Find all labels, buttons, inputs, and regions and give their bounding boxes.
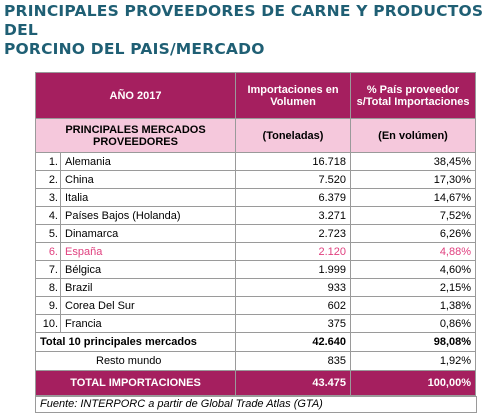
table-cell: 42.640 xyxy=(235,332,352,352)
table-cell: 1,92% xyxy=(350,351,477,371)
table-cell: 1,38% xyxy=(350,296,477,315)
table-cell: 9. xyxy=(35,296,61,315)
table-row: 5. Dinamarca 2.723 6,26% xyxy=(35,224,477,243)
table-cell: TOTAL IMPORTACIONES xyxy=(34,370,237,396)
table-cell: AÑO 2017 xyxy=(34,72,237,119)
table-row: 4. Países Bajos (Holanda) 3.271 7,52% xyxy=(35,206,477,225)
table-cell: (Toneladas) xyxy=(235,118,352,153)
table-cell: 16.718 xyxy=(235,152,352,171)
table-row: Total 10 principales mercados 42.640 98,08… xyxy=(34,332,477,352)
source-note: Fuente: INTERPORC a partir de Global Tra… xyxy=(35,396,477,413)
table-row: 7. Bélgica 1.999 4,60% xyxy=(35,260,477,279)
table-cell: 100,00% xyxy=(350,370,477,396)
title: PRINCIPALES PROVEEDORES DE CARNE Y PRODU… xyxy=(4,2,500,59)
table-cell: Alemania xyxy=(59,152,237,171)
table-cell: 602 xyxy=(235,296,352,315)
table-row: PRINCIPALES MERCADOS PROVEEDORES (Tonelad… xyxy=(34,118,477,153)
data-table: AÑO 2017 Importaciones en Volumen% País p… xyxy=(34,72,477,396)
table-cell: PRINCIPALES MERCADOS PROVEEDORES xyxy=(34,118,237,153)
table-row: AÑO 2017 Importaciones en Volumen% País p… xyxy=(34,72,477,119)
table-cell: 0,86% xyxy=(350,314,477,333)
table-cell: 4,60% xyxy=(350,260,477,279)
table-cell: Brazil xyxy=(59,278,237,297)
table-cell: 6. xyxy=(35,242,61,261)
table-cell: Francia xyxy=(59,314,237,333)
title-line: PRINCIPALES PROVEEDORES DE CARNE Y PRODU… xyxy=(4,2,484,39)
table-cell: 6,26% xyxy=(350,224,477,243)
table-cell: 8. xyxy=(35,278,61,297)
table-cell: 2,15% xyxy=(350,278,477,297)
table-cell: 38,45% xyxy=(350,152,477,171)
table-cell: Italia xyxy=(59,188,237,207)
table-cell: (En volúmen) xyxy=(350,118,477,153)
table-cell: Países Bajos (Holanda) xyxy=(59,206,237,225)
table-cell: Bélgica xyxy=(59,260,237,279)
table-cell: 2. xyxy=(35,170,61,189)
table-row: 8. Brazil 933 2,15% xyxy=(35,278,477,297)
table-cell: 6.379 xyxy=(235,188,352,207)
table-row: 2. China 7.520 17,30% xyxy=(35,170,477,189)
table-cell: 4. xyxy=(35,206,61,225)
table-cell: Dinamarca xyxy=(59,224,237,243)
table-row: TOTAL IMPORTACIONES 43.475 100,00% xyxy=(34,370,477,396)
table-row: 1. Alemania 16.718 38,45% xyxy=(35,152,477,171)
table-cell: Corea Del Sur xyxy=(59,296,237,315)
table-cell: 5. xyxy=(35,224,61,243)
table-row: 3. Italia 6.379 14,67% xyxy=(35,188,477,207)
table-cell: 98,08% xyxy=(350,332,477,352)
table-cell: Total 10 principales mercados xyxy=(34,332,237,352)
table-cell: % País proveedor s/Total Importaciones xyxy=(350,72,477,119)
table-cell: 1. xyxy=(35,152,61,171)
table-cell: 375 xyxy=(235,314,352,333)
table-cell: 17,30% xyxy=(350,170,477,189)
table-cell: 7. xyxy=(35,260,61,279)
table-cell: 7.520 xyxy=(235,170,352,189)
table-cell: 1.999 xyxy=(235,260,352,279)
table-cell: 933 xyxy=(235,278,352,297)
table-cell: 3.271 xyxy=(235,206,352,225)
table-cell: 835 xyxy=(235,351,352,371)
table-cell: 2.723 xyxy=(235,224,352,243)
table-cell: 10. xyxy=(35,314,61,333)
table-row: Resto mundo 835 1,92% xyxy=(34,351,477,371)
table-cell: Resto mundo xyxy=(34,351,237,371)
title-line: PORCINO DEL PAIS/MERCADO xyxy=(4,40,265,58)
table-cell: 14,67% xyxy=(350,188,477,207)
table-cell: 2.120 xyxy=(235,242,352,261)
table-row: 9. Corea Del Sur 602 1,38% xyxy=(35,296,477,315)
table-cell: España xyxy=(59,242,237,261)
table-cell: China xyxy=(59,170,237,189)
table-cell: 3. xyxy=(35,188,61,207)
table-cell: 4,88% xyxy=(350,242,477,261)
table-row: 6. España 2.120 4,88% xyxy=(35,242,477,261)
table-cell: 7,52% xyxy=(350,206,477,225)
table-cell: Importaciones en Volumen xyxy=(235,72,352,119)
table-cell: 43.475 xyxy=(235,370,352,396)
table-row: 10. Francia 375 0,86% xyxy=(35,314,477,333)
